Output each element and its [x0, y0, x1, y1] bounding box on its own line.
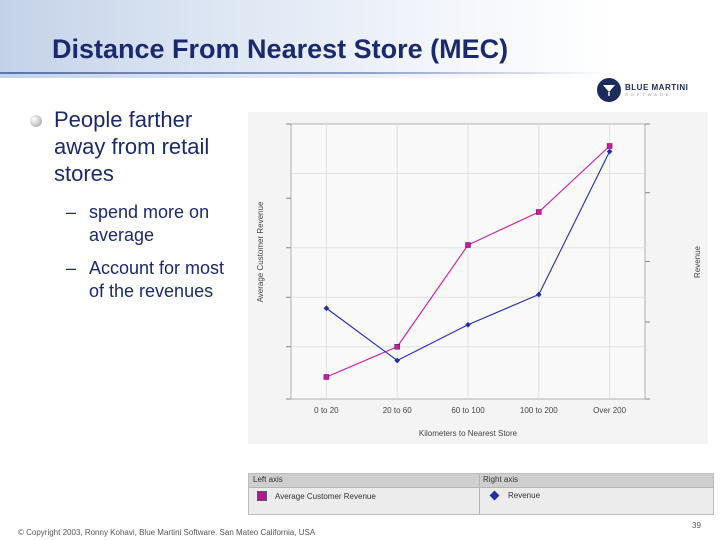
slide-title: Distance From Nearest Store (MEC): [52, 34, 509, 64]
x-axis-label: Kilometers to Nearest Store: [419, 429, 518, 438]
dash-icon: –: [66, 258, 77, 278]
chart-grid: [290, 123, 646, 400]
diamond-marker-icon: [489, 490, 500, 501]
legend-divider: [479, 474, 480, 514]
dash-icon: –: [66, 202, 77, 222]
x-tick-label: 20 to 60: [383, 406, 412, 415]
x-tick-label: 60 to 100: [451, 406, 485, 415]
sub-bullet-2: – Account for most of the revenues: [30, 257, 235, 303]
data-point-square: [606, 143, 613, 149]
series-markers: [323, 143, 613, 380]
x-tick-labels: 0 to 20 20 to 60 60 to 100 100 to 200 Over 2…: [314, 406, 626, 415]
bullet-list: People farther away from retail stores –…: [30, 106, 235, 313]
bullet-dot-icon: [30, 115, 42, 127]
legend-header: [249, 474, 713, 488]
legend-left-axis-label: Left axis: [253, 475, 283, 484]
legend-right-axis-label: Right axis: [483, 475, 519, 484]
chart-legend: Left axis Right axis Average Customer Re…: [248, 473, 714, 515]
x-tick-label: 100 to 200: [520, 406, 558, 415]
legend-right-series: Revenue: [508, 491, 541, 500]
blue-martini-logo: BLUE MARTINI SOFTWARE: [597, 76, 715, 104]
square-marker-icon: [257, 491, 267, 501]
data-point-square: [323, 374, 330, 380]
data-point-square: [394, 344, 400, 350]
legend-entry-left: Average Customer Revenue: [257, 491, 376, 501]
logo-text: BLUE MARTINI: [625, 83, 689, 92]
data-point-square: [536, 209, 542, 215]
data-point-diamond: [465, 321, 471, 328]
logo-subtext: SOFTWARE: [625, 92, 672, 97]
sub-bullet-1: – spend more on average: [30, 201, 235, 247]
sub-bullet-text-2: Account for most of the revenues: [89, 258, 225, 301]
sub-bullet-text-1: spend more on average: [89, 202, 210, 245]
main-bullet-text: People farther away from retail stores: [54, 107, 210, 186]
x-tick-label: 0 to 20: [314, 406, 339, 415]
legend-left-series: Average Customer Revenue: [275, 491, 376, 501]
y-axis-label-left: Average Customer Revenue: [256, 201, 265, 302]
page-number: 39: [692, 521, 701, 530]
distance-revenue-chart: 0 to 20 20 to 60 60 to 100 100 to 200 Over 2…: [248, 112, 708, 444]
data-point-diamond: [535, 291, 542, 298]
header-rule: [0, 72, 605, 74]
sub-bullet-list: – spend more on average – Account for mo…: [30, 201, 235, 303]
y-axis-label-right: Revenue: [693, 245, 702, 278]
copyright-footer: © Copyright 2003, Ronny Kohavi, Blue Mar…: [18, 528, 316, 537]
main-bullet: People farther away from retail stores: [30, 106, 235, 187]
header-band: [0, 0, 720, 78]
legend-entry-right: Revenue: [489, 490, 541, 501]
data-point-square: [465, 242, 471, 248]
martini-glass-icon: [597, 78, 621, 102]
data-point-diamond: [394, 357, 401, 364]
x-tick-label: Over 200: [593, 406, 626, 415]
chart-axes: [286, 123, 650, 400]
